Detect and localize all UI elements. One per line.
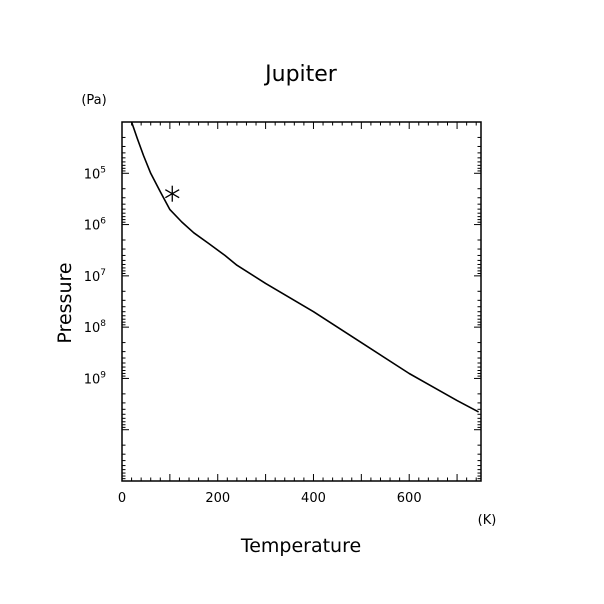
y-axis-unit: (Pa) [81,93,106,108]
x-axis-label: Temperature [240,535,361,557]
x-tick-label: 400 [301,491,326,506]
plot-frame [121,121,482,482]
tick-labels: 0 200 400 600 105 106 107 108 109 [84,165,422,506]
chart-title: Jupiter [263,62,338,87]
y-tick-label: 106 [84,217,107,234]
temperature-profile-line [130,121,479,413]
data-markers [165,185,180,202]
x-tick-label: 0 [118,491,126,506]
x-axis-unit: (K) [478,513,497,528]
x-tick-label: 600 [397,491,422,506]
asterisk-stroke [165,189,180,199]
data-series [130,121,479,413]
y-tick-label: 105 [84,165,106,182]
y-tick-label: 107 [84,268,106,285]
y-axis-label: Pressure [54,262,76,343]
axis-ticks [121,121,481,481]
x-tick-label: 200 [205,491,230,506]
y-tick-label: 109 [84,370,107,387]
y-tick-label: 108 [84,319,107,336]
asterisk-marker [165,185,180,202]
